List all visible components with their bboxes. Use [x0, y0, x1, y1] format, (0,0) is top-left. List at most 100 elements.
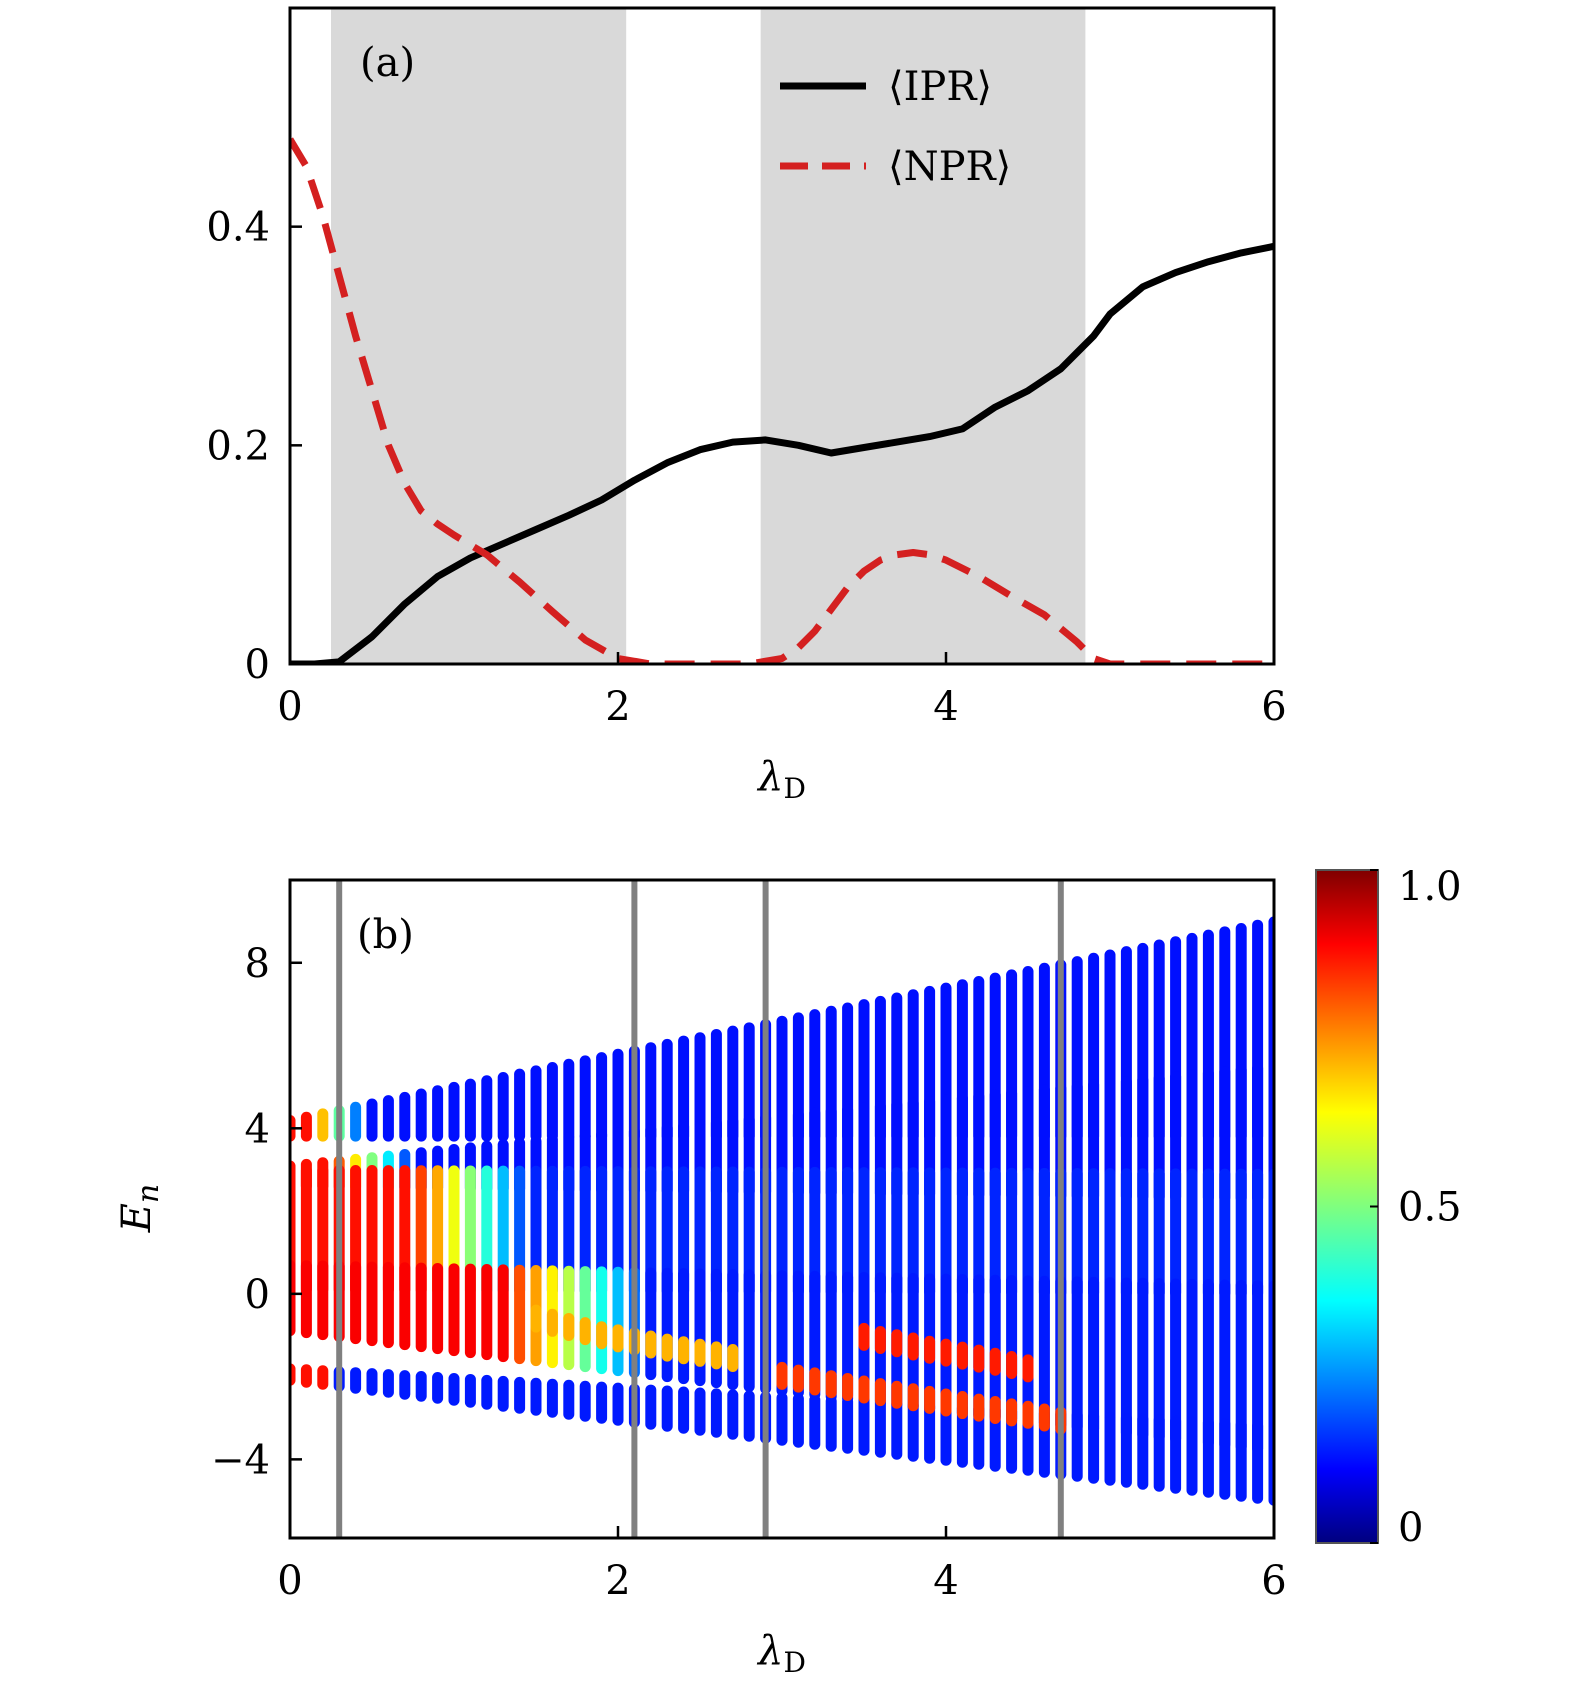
eigenvalue-column: [645, 1384, 657, 1430]
localized-state-point: [579, 1317, 591, 1346]
eigenvalue-column: [792, 1166, 804, 1297]
eigenvalue-column: [546, 1165, 558, 1296]
x-tick-label-b: 0: [277, 1558, 302, 1604]
localized-state-point: [1022, 1400, 1034, 1429]
eigenvalue-column: [1219, 1066, 1231, 1204]
eigenvalue-column: [415, 1165, 427, 1296]
x-axis-label-b: λD: [756, 1628, 806, 1679]
eigenvalue-column: [300, 1364, 312, 1388]
eigenvalue-column: [448, 1372, 460, 1406]
eigenvalue-column: [743, 1022, 755, 1142]
eigenvalue-column: [1088, 1410, 1100, 1484]
localized-state-point: [809, 1367, 821, 1396]
x-tick-label-b: 2: [605, 1558, 630, 1604]
eigenvalue-column: [300, 1111, 312, 1142]
eigenvalue-column: [661, 1166, 673, 1297]
eigenvalue-column: [1006, 1275, 1018, 1425]
localized-state-point: [792, 1364, 804, 1393]
eigenvalue-column: [694, 1387, 706, 1436]
eigenvalue-column: [842, 1167, 854, 1298]
panel-label-a: (a): [360, 40, 415, 86]
eigenvalue-column: [678, 1268, 690, 1385]
localized-state-point: [989, 1347, 1001, 1376]
eigenvalue-column: [546, 1378, 558, 1418]
eigenvalue-column: [1104, 1168, 1116, 1299]
localized-state-point: [596, 1321, 608, 1350]
eigenvalue-column: [563, 1379, 575, 1420]
localized-state-point: [940, 1388, 952, 1417]
eigenvalue-column: [579, 1165, 591, 1296]
eigenvalue-column: [596, 1381, 608, 1424]
eigenvalue-column: [924, 1400, 936, 1464]
eigenvalue-column: [366, 1368, 378, 1396]
localized-state-point: [710, 1341, 722, 1370]
eigenvalue-column: [1038, 1167, 1050, 1298]
eigenvalue-column: [792, 1012, 804, 1142]
localized-state-point: [842, 1372, 854, 1401]
eigenvalue-column: [907, 1167, 919, 1298]
eigenvalue-column: [415, 1371, 427, 1402]
vertical-lines: [336, 880, 1064, 1538]
series-line-ipr: [290, 242, 1274, 664]
eigenvalue-column: [1202, 1168, 1214, 1299]
eigenvalue-column: [481, 1075, 493, 1142]
eigenvalue-column: [1219, 1279, 1231, 1451]
eigenvalue-column: [448, 1263, 460, 1357]
eigenvalue-column: [366, 1098, 378, 1142]
eigenvalue-column: [432, 1262, 444, 1355]
eigenvalue-scatter: [290, 916, 1274, 1506]
eigenvalue-column: [382, 1095, 394, 1142]
localized-state-point: [874, 1326, 886, 1355]
eigenvalue-column: [710, 1388, 722, 1438]
x-axis-label-a: λD: [756, 754, 806, 805]
eigenvalue-column: [1170, 1278, 1182, 1445]
eigenvalue-column: [661, 1385, 673, 1432]
eigenvalue-column: [415, 1088, 427, 1142]
eigenvalue-column: [317, 1365, 329, 1390]
axis-ticks-a: 0 2 4 6 0 0.2 0.4: [206, 205, 1286, 730]
eigenvalue-column: [1202, 1279, 1214, 1449]
series-line-npr: [290, 137, 1274, 664]
y-tick-label-a: 0.2: [206, 423, 270, 469]
eigenvalue-column: [645, 1042, 657, 1142]
eigenvalue-column: [300, 1260, 312, 1339]
eigenvalue-column: [1038, 1275, 1050, 1429]
eigenvalue-column: [1186, 1168, 1198, 1299]
colorbar-tick-label: 0: [1398, 1505, 1423, 1551]
localized-state-point: [956, 1341, 968, 1370]
axis-ticks-b: 0 2 4 6 −4 0 4 8: [211, 941, 1287, 1604]
localized-state-point: [1006, 1398, 1018, 1427]
eigenvalue-column: [924, 1167, 936, 1298]
eigenvalue-column: [366, 1261, 378, 1347]
eigenvalue-column: [464, 1373, 476, 1408]
localized-state-point: [776, 1361, 788, 1390]
eigenvalue-column: [415, 1262, 427, 1353]
localized-state-point: [973, 1393, 985, 1422]
localized-state-point: [546, 1308, 558, 1337]
legend-label-ipr: ⟨IPR⟩: [888, 64, 992, 110]
eigenvalue-column: [710, 1268, 722, 1389]
eigenvalue-column: [432, 1165, 444, 1296]
eigenvalue-column: [743, 1269, 755, 1393]
eigenvalue-column: [743, 1166, 755, 1297]
eigenvalue-column: [612, 1266, 624, 1377]
eigenvalue-column: [1186, 1416, 1198, 1496]
plot-frame-a: [288, 6, 1276, 666]
eigenvalue-column: [727, 1389, 739, 1440]
localized-state-point: [612, 1324, 624, 1353]
eigenvalue-column: [1252, 1168, 1264, 1299]
localized-state-point: [874, 1378, 886, 1407]
eigenvalue-column: [792, 1393, 804, 1448]
y-tick-label-b: −4: [211, 1437, 270, 1483]
eigenvalue-column: [825, 1271, 837, 1403]
eigenvalue-column: [956, 1167, 968, 1298]
eigenvalue-column: [694, 1032, 706, 1142]
panel-a: 0 2 4 6 0 0.2 0.4 (a) ⟨IPR⟩ ⟨NPR⟩ λD: [206, 6, 1287, 805]
eigenvalue-column: [1022, 1167, 1034, 1298]
eigenvalue-column: [399, 1165, 411, 1296]
eigenvalue-column: [1006, 1167, 1018, 1298]
eigenvalue-column: [678, 1166, 690, 1297]
eigenvalue-column: [809, 1270, 821, 1401]
eigenvalue-column: [776, 1166, 788, 1297]
